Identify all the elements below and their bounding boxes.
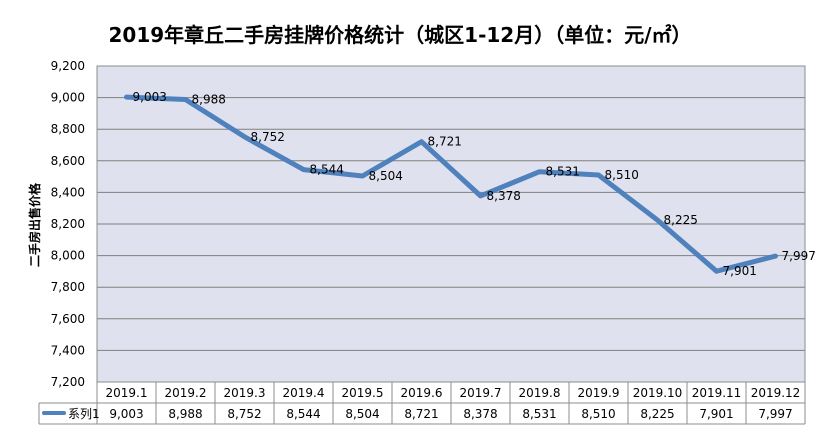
y-tick-label: 7,400: [51, 343, 85, 357]
x-tick-label: 2019.7: [460, 386, 502, 400]
x-tick-label: 2019.3: [224, 386, 266, 400]
data-label: 8,504: [369, 169, 403, 183]
table-value-cell: 9,003: [109, 407, 143, 421]
series-line-系列1: [124, 94, 778, 274]
table-value-cell: 8,225: [640, 407, 674, 421]
x-tick-label: 2019.8: [519, 386, 561, 400]
x-tick-label: 2019.5: [342, 386, 384, 400]
x-tick-label: 2019.10: [633, 386, 683, 400]
data-labels: 9,003 8,988 8,752 8,544 8,504 8,721 8,378 8,531…: [133, 90, 816, 278]
y-tick-label: 9,200: [51, 59, 85, 73]
data-label: 8,721: [428, 135, 462, 149]
y-tick-label: 8,800: [51, 122, 85, 136]
y-tick-label: 8,600: [51, 154, 85, 168]
data-label: 7,997: [782, 249, 816, 263]
y-tick-label: 8,000: [51, 249, 85, 263]
chart-title: 2019年章丘二手房挂牌价格统计（城区1-12月）（单位：元/㎡）: [108, 23, 691, 47]
x-tick-label: 2019.4: [283, 386, 325, 400]
y-tick-label: 8,400: [51, 185, 85, 199]
gridlines: [96, 65, 806, 383]
table-value-cell: 8,378: [463, 407, 497, 421]
legend-label: 系列1: [68, 407, 100, 421]
data-table: 2019.1 9,003 2019.2 8,988 2019.3 8,752 2019.4 8…: [38, 382, 806, 425]
data-label: 8,510: [605, 168, 639, 182]
data-label: 8,531: [546, 165, 580, 179]
y-tick-label: 8,200: [51, 217, 85, 231]
table-value-cell: 7,997: [758, 407, 792, 421]
data-label: 9,003: [133, 90, 167, 104]
table-value-cell: 8,544: [286, 407, 320, 421]
x-tick-label: 2019.12: [751, 386, 801, 400]
table-value-cell: 7,901: [699, 407, 733, 421]
y-axis-label: 二手房出售价格: [27, 182, 42, 267]
table-value-cell: 8,988: [168, 407, 202, 421]
x-tick-label: 2019.9: [578, 386, 620, 400]
table-value-cell: 8,752: [227, 407, 261, 421]
y-tick-label: 9,000: [51, 91, 85, 105]
y-axis-ticks: 7,200 7,400 7,600 7,800 8,000 8,200 8,400 8,600…: [51, 59, 85, 389]
x-tick-label: 2019.2: [165, 386, 207, 400]
data-label: 8,378: [487, 189, 521, 203]
table-value-cell: 8,531: [522, 407, 556, 421]
x-tick-label: 2019.6: [401, 386, 443, 400]
data-label: 8,752: [251, 130, 285, 144]
y-tick-label: 7,800: [51, 280, 85, 294]
table-value-cell: 8,721: [404, 407, 438, 421]
data-label: 8,225: [664, 213, 698, 227]
series-layer: [124, 94, 778, 274]
x-tick-label: 2019.1: [106, 386, 148, 400]
x-tick-label: 2019.11: [692, 386, 742, 400]
data-label: 8,988: [192, 92, 226, 106]
y-tick-label: 7,200: [51, 375, 85, 389]
table-value-cell: 8,504: [345, 407, 379, 421]
y-tick-label: 7,600: [51, 312, 85, 326]
data-label: 8,544: [310, 163, 344, 177]
data-label: 7,901: [723, 264, 757, 278]
table-value-cell: 8,510: [581, 407, 615, 421]
